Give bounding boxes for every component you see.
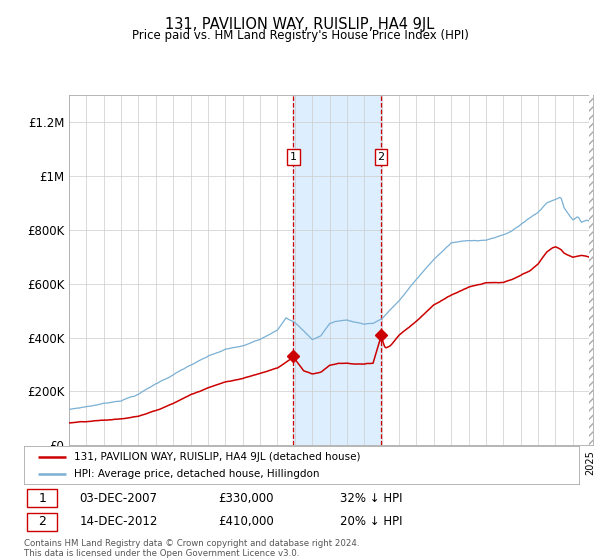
Text: 131, PAVILION WAY, RUISLIP, HA4 9JL (detached house): 131, PAVILION WAY, RUISLIP, HA4 9JL (det… (74, 451, 361, 461)
Text: 1: 1 (38, 492, 46, 505)
Text: 20% ↓ HPI: 20% ↓ HPI (340, 516, 403, 529)
Bar (293, 95, 381, 445)
Text: £330,000: £330,000 (218, 492, 274, 505)
Text: 32% ↓ HPI: 32% ↓ HPI (340, 492, 403, 505)
Bar (589, 95, 592, 445)
Text: 1: 1 (290, 152, 297, 162)
Text: Contains HM Land Registry data © Crown copyright and database right 2024.
This d: Contains HM Land Registry data © Crown c… (24, 539, 359, 558)
Text: 2: 2 (38, 516, 46, 529)
Text: 14-DEC-2012: 14-DEC-2012 (79, 516, 158, 529)
Text: HPI: Average price, detached house, Hillingdon: HPI: Average price, detached house, Hill… (74, 469, 319, 479)
Text: £410,000: £410,000 (218, 516, 274, 529)
Bar (589, 95, 593, 445)
Text: Price paid vs. HM Land Registry's House Price Index (HPI): Price paid vs. HM Land Registry's House … (131, 29, 469, 42)
Text: 131, PAVILION WAY, RUISLIP, HA4 9JL: 131, PAVILION WAY, RUISLIP, HA4 9JL (166, 17, 434, 32)
Text: 2: 2 (377, 152, 385, 162)
Text: 03-DEC-2007: 03-DEC-2007 (79, 492, 157, 505)
FancyBboxPatch shape (27, 513, 58, 531)
FancyBboxPatch shape (27, 489, 58, 507)
